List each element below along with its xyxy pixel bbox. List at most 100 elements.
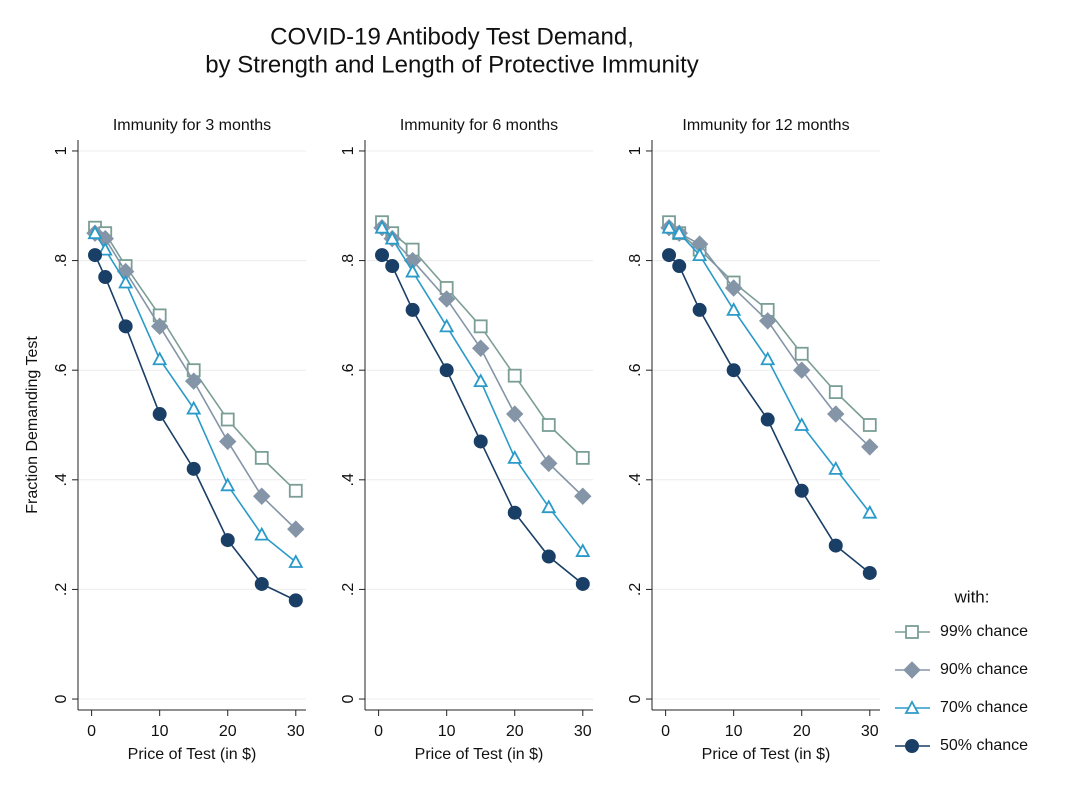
marker [760, 412, 775, 427]
marker [672, 259, 687, 274]
series-line [381, 254, 584, 585]
marker [439, 363, 454, 378]
x-axis-label: Price of Test (in $) [702, 746, 831, 763]
y-tick-label: .8 [340, 254, 357, 267]
marker [671, 225, 687, 240]
marker [118, 274, 134, 289]
x-tick-label: 0 [87, 723, 96, 740]
marker [288, 554, 304, 568]
marker [220, 412, 235, 427]
marker [473, 319, 488, 334]
marker [219, 432, 237, 451]
x-tick-label: 30 [861, 723, 879, 740]
marker [862, 418, 877, 432]
marker [692, 247, 708, 261]
marker [541, 499, 557, 514]
x-tick-label: 30 [574, 723, 592, 740]
marker [405, 302, 420, 317]
x-axis-label: Price of Test (in $) [128, 746, 257, 763]
marker [152, 351, 168, 366]
marker [828, 385, 843, 400]
marker [862, 565, 877, 580]
x-tick-label: 10 [438, 723, 456, 740]
series-line [668, 254, 871, 574]
y-axis-label: Fraction Demanding Test [24, 336, 41, 514]
legend-marker [905, 739, 919, 753]
marker [473, 373, 489, 388]
marker [220, 477, 236, 492]
marker [152, 407, 167, 422]
series-line [94, 254, 297, 602]
marker [541, 418, 556, 432]
marker [437, 290, 456, 308]
y-tick-label: 1 [627, 146, 644, 155]
marker [760, 351, 776, 366]
marker [827, 405, 845, 423]
x-tick-label: 0 [661, 723, 670, 740]
y-tick-label: .4 [340, 473, 357, 486]
y-tick-label: .4 [53, 473, 70, 486]
panel-title: Immunity for 3 months [113, 117, 271, 134]
marker [726, 302, 742, 316]
marker [184, 372, 203, 390]
legend-marker [905, 625, 919, 639]
marker [288, 483, 303, 498]
marker [575, 576, 590, 591]
marker [118, 319, 133, 334]
marker [507, 505, 522, 520]
marker [507, 368, 522, 383]
y-tick-label: .2 [627, 583, 644, 596]
y-tick-label: .8 [53, 254, 70, 267]
panel-title: Immunity for 12 months [682, 117, 849, 134]
marker [471, 339, 490, 357]
legend-title: with: [954, 587, 990, 606]
legend-marker [904, 700, 920, 714]
marker [758, 312, 777, 330]
marker [862, 504, 878, 519]
marker [439, 318, 455, 333]
chart-title: by Strength and Length of Protective Imm… [205, 51, 699, 78]
marker [828, 460, 844, 475]
panel-title: Immunity for 6 months [400, 117, 558, 134]
marker [473, 434, 488, 449]
x-tick-label: 10 [151, 723, 169, 740]
marker [98, 270, 113, 285]
legend-label: 70% chance [940, 699, 1028, 716]
marker [254, 576, 269, 591]
marker [540, 454, 558, 473]
y-tick-label: .6 [53, 363, 70, 376]
marker [575, 543, 591, 557]
marker [254, 450, 269, 465]
y-tick-label: .2 [53, 583, 70, 596]
marker [574, 487, 592, 505]
x-tick-label: 20 [219, 723, 237, 740]
marker [287, 520, 305, 538]
y-tick-label: .6 [627, 363, 644, 376]
marker [794, 417, 810, 431]
y-tick-label: .8 [627, 254, 644, 267]
marker [220, 533, 235, 548]
marker [375, 248, 390, 263]
marker [186, 461, 201, 476]
marker [726, 363, 741, 378]
y-tick-label: .4 [627, 473, 644, 486]
y-tick-label: .6 [340, 363, 357, 376]
y-tick-label: 1 [53, 146, 70, 155]
x-tick-label: 30 [287, 723, 305, 740]
marker [384, 230, 400, 245]
legend-marker [903, 661, 921, 679]
x-tick-label: 20 [793, 723, 811, 740]
marker [150, 317, 169, 336]
legend-label: 99% chance [940, 623, 1028, 640]
marker [385, 259, 400, 274]
marker [828, 538, 843, 553]
marker [793, 361, 811, 379]
y-tick-label: 1 [340, 146, 357, 155]
y-tick-label: 0 [627, 694, 644, 703]
x-axis-label: Price of Test (in $) [415, 746, 544, 763]
marker [661, 219, 677, 234]
x-tick-label: 0 [374, 723, 383, 740]
marker [794, 346, 809, 361]
x-tick-label: 20 [506, 723, 524, 740]
